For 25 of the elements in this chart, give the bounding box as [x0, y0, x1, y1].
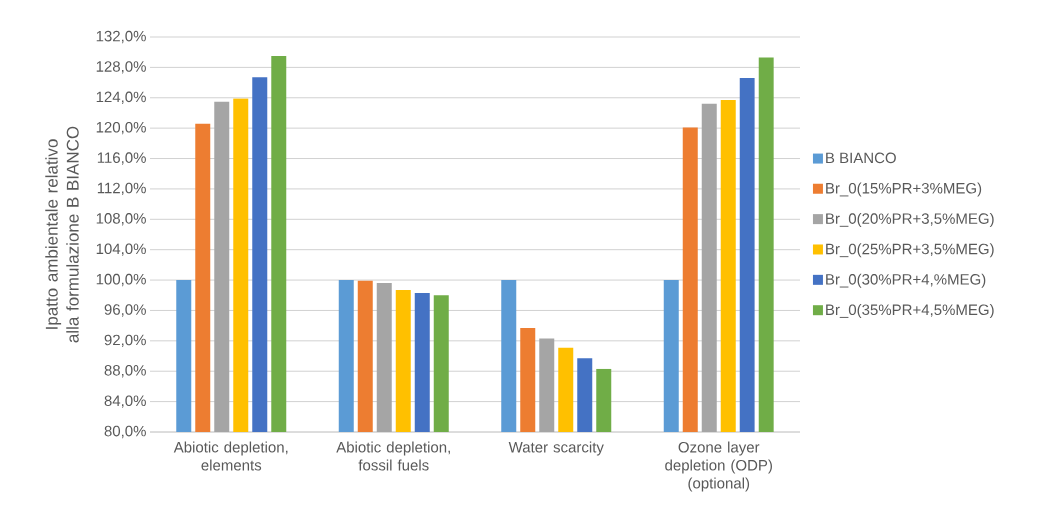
y-tick-label: 84,0% [104, 395, 146, 408]
y-tick-label: 124,0% [96, 91, 146, 104]
y-tick-label: 128,0% [96, 61, 146, 74]
y-tick-label: 108,0% [96, 213, 146, 226]
y-tick-label: 100,0% [96, 273, 146, 287]
y-tick-label: 80,0% [104, 425, 146, 439]
y-tick-label: 112,0% [97, 182, 146, 196]
legend-label: Br_0(15%PR+3%MEG) [826, 182, 982, 197]
x-tick-label: Ozone layer depletion (ODP) (optional) [665, 441, 772, 492]
legend-label: B BIANCO [826, 152, 896, 164]
x-tick-label: Abiotic depletion, fossil fuels [336, 441, 450, 471]
legend-label: Br_0(30%PR+4,%MEG) [826, 273, 986, 288]
y-tick-label: 132,0% [96, 30, 146, 44]
y-tick-label: 96,0% [104, 304, 146, 317]
legend-label: Br_0(25%PR+3,5%MEG) [826, 243, 994, 258]
x-tick-label: Abiotic depletion, elements [173, 441, 288, 471]
legend-label: Br_0(20%PR+3,5%MEG) [826, 212, 994, 227]
y-axis-title: Ipatto ambientale relativo alla formulazione B BIANCO [45, 126, 79, 343]
x-tick-label: Water scarcity [508, 441, 604, 456]
y-tick-label: 120,0% [96, 121, 146, 135]
y-tick-label: 104,0% [96, 243, 146, 256]
y-tick-label: 92,0% [104, 334, 146, 348]
legend-label: Br_0(35%PR+4,5%MEG) [826, 304, 994, 318]
y-tick-label: 116,0% [97, 152, 146, 165]
y-tick-label: 88,0% [104, 365, 146, 378]
